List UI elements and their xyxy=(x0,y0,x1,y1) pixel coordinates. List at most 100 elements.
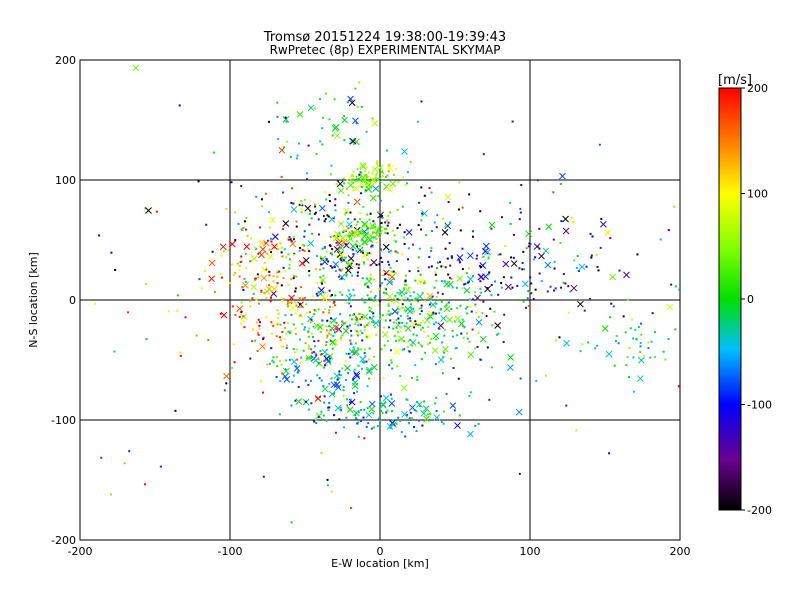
scatter-point xyxy=(372,321,375,324)
scatter-point xyxy=(289,258,292,261)
scatter-point xyxy=(264,192,267,195)
scatter-point-x xyxy=(366,236,374,244)
scatter-point-x xyxy=(368,400,376,408)
scatter-point xyxy=(618,269,621,272)
scatter-point xyxy=(518,218,521,221)
scatter-point xyxy=(412,243,415,246)
scatter-point xyxy=(255,321,258,324)
scatter-point xyxy=(438,312,441,315)
scatter-point xyxy=(98,234,101,237)
scatter-point xyxy=(359,323,362,326)
scatter-point xyxy=(373,278,376,281)
scatter-point xyxy=(282,266,285,269)
scatter-point xyxy=(402,236,405,239)
scatter-point xyxy=(328,118,331,121)
scatter-point xyxy=(396,298,399,301)
scatter-point xyxy=(200,286,203,289)
scatter-point-x xyxy=(400,384,408,392)
scatter-point xyxy=(387,304,390,307)
scatter-point xyxy=(281,255,284,258)
scatter-point xyxy=(373,326,376,329)
scatter-point-x xyxy=(440,315,447,322)
scatter-point xyxy=(358,234,361,237)
scatter-point xyxy=(414,320,417,323)
scatter-point xyxy=(420,358,423,361)
scatter-point xyxy=(329,265,332,268)
scatter-point xyxy=(316,294,319,297)
scatter-point xyxy=(380,230,383,233)
scatter-point xyxy=(257,276,260,279)
scatter-point xyxy=(473,291,476,294)
scatter-point-x xyxy=(331,339,339,347)
scatter-point xyxy=(394,339,397,342)
scatter-point-x xyxy=(562,227,570,235)
scatter-point xyxy=(450,255,453,258)
scatter-point xyxy=(325,325,328,328)
scatter-point xyxy=(399,420,402,423)
scatter-point xyxy=(314,309,317,312)
scatter-point xyxy=(385,313,388,316)
scatter-point xyxy=(371,172,374,175)
scatter-point xyxy=(411,376,414,379)
scatter-point xyxy=(252,292,255,295)
scatter-point xyxy=(325,329,328,332)
scatter-point xyxy=(366,227,369,230)
scatter-point xyxy=(396,291,399,294)
scatter-point xyxy=(110,493,113,496)
scatter-point xyxy=(326,319,329,322)
scatter-point xyxy=(328,402,331,405)
scatter-point-x xyxy=(389,180,397,188)
scatter-point xyxy=(643,354,646,357)
scatter-point-x xyxy=(479,335,487,343)
scatter-point xyxy=(662,350,665,353)
scatter-point xyxy=(379,317,382,320)
scatter-point xyxy=(331,134,334,137)
scatter-point xyxy=(677,385,680,388)
scatter-point xyxy=(366,285,369,288)
scatter-point xyxy=(294,399,297,402)
scatter-point xyxy=(299,246,302,249)
scatter-point xyxy=(562,281,565,284)
scatter-point xyxy=(334,324,337,327)
scatter-point-x xyxy=(406,307,414,315)
scatter-point xyxy=(357,324,360,327)
scatter-point xyxy=(350,343,353,346)
scatter-point xyxy=(351,231,354,234)
scatter-point xyxy=(420,321,423,324)
scatter-point xyxy=(497,293,500,296)
scatter-point xyxy=(291,381,294,384)
scatter-point xyxy=(322,274,325,277)
scatter-point xyxy=(195,334,198,337)
scatter-point xyxy=(486,286,489,289)
scatter-point xyxy=(313,313,316,316)
scatter-point xyxy=(447,301,450,304)
scatter-point xyxy=(405,292,408,295)
scatter-point xyxy=(363,283,366,286)
y-tick-label: -200 xyxy=(51,534,76,547)
scatter-point xyxy=(379,395,382,398)
scatter-point xyxy=(319,276,322,279)
scatter-point xyxy=(345,379,348,382)
scatter-point xyxy=(364,176,367,179)
scatter-point xyxy=(308,346,311,349)
scatter-point-x xyxy=(282,367,290,375)
scatter-point xyxy=(372,426,375,429)
scatter-point xyxy=(232,343,235,346)
scatter-point-x xyxy=(271,233,279,241)
scatter-point xyxy=(369,180,372,183)
scatter-point-x xyxy=(542,247,550,255)
scatter-point xyxy=(302,349,305,352)
scatter-point xyxy=(184,316,187,319)
scatter-point xyxy=(552,191,555,194)
scatter-point xyxy=(338,268,341,271)
scatter-point xyxy=(349,179,352,182)
scatter-point-x xyxy=(391,307,399,315)
scatter-point xyxy=(323,220,326,223)
scatter-point xyxy=(553,267,556,270)
scatter-point-x xyxy=(443,305,451,313)
scatter-point xyxy=(288,236,291,239)
scatter-point xyxy=(368,347,371,350)
scatter-point-x xyxy=(347,95,354,103)
scatter-point xyxy=(357,347,360,350)
scatter-point xyxy=(265,268,268,271)
